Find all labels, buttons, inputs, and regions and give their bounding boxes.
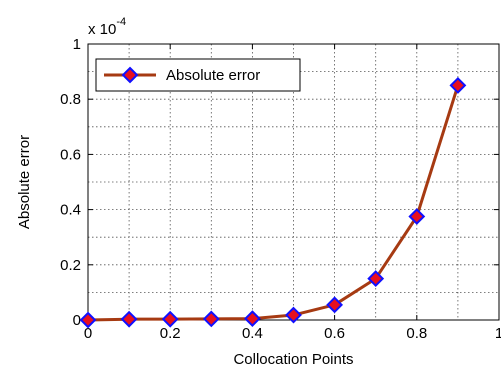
x-tick-label: 0.8	[406, 325, 427, 342]
y-axis-label: Absolute error	[16, 135, 33, 229]
y-multiplier-base: x 10	[88, 21, 116, 38]
x-tick-label: 1	[495, 325, 501, 342]
x-tick-label: 0	[84, 325, 92, 342]
series-layer	[79, 76, 467, 329]
y-tick-label: 0.2	[60, 257, 81, 274]
legend-label: Absolute error	[166, 67, 260, 84]
data-point-marker	[202, 310, 220, 328]
y-tick-label: 0.8	[60, 91, 81, 108]
x-tick-label: 0.6	[324, 325, 345, 342]
data-point-marker	[120, 310, 138, 328]
x-tick-label: 0.4	[242, 325, 263, 342]
y-tick-label: 1	[73, 36, 81, 53]
data-point-marker	[243, 310, 261, 328]
data-point-marker	[408, 208, 426, 225]
legend-marker-diamond	[121, 66, 139, 84]
y-tick-label: 0.4	[60, 202, 81, 219]
data-point-marker	[285, 306, 302, 324]
x-tick-label: 0.2	[160, 325, 181, 342]
y-tick-label: 0	[73, 312, 81, 329]
data-point-marker	[326, 296, 344, 314]
axis-ticks: 0 0.2 0.4 0.6 0.8 1 0 0.2 0.4 0.6 0.8 1	[60, 36, 501, 342]
legend: Absolute error	[95, 58, 301, 92]
y-tick-label: 0.6	[60, 146, 81, 163]
y-multiplier-label: x 10-4	[88, 16, 126, 38]
data-point-marker	[367, 270, 385, 288]
series-line	[87, 84, 460, 322]
data-point-marker	[79, 311, 97, 329]
data-point-marker	[449, 76, 467, 94]
y-multiplier-exponent: -4	[116, 16, 126, 28]
x-axis-label: Collocation Points	[233, 351, 353, 368]
data-point-marker	[161, 310, 179, 328]
